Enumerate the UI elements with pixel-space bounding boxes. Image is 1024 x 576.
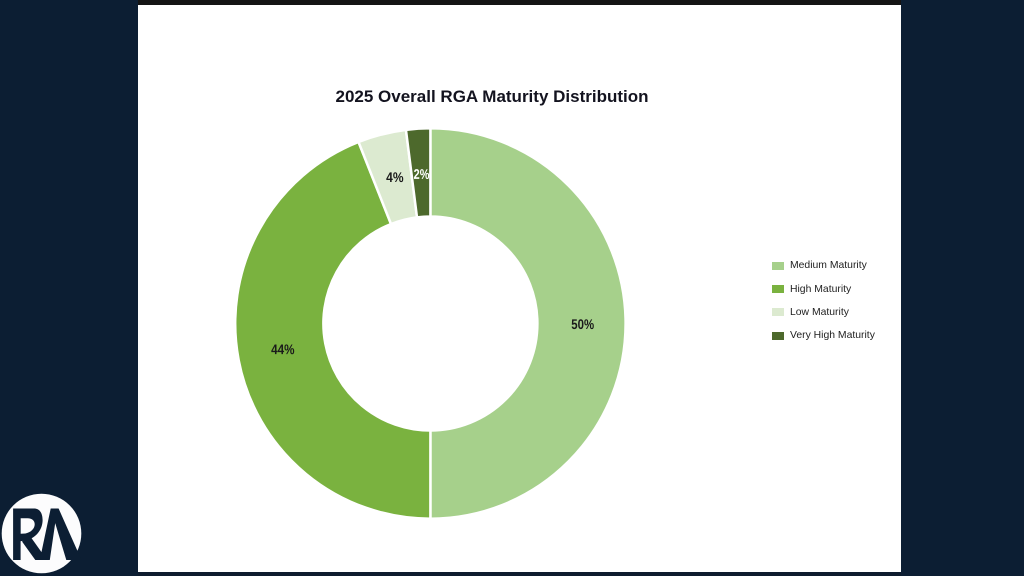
svg-text:2%: 2% [414,166,430,182]
svg-text:4%: 4% [386,169,404,185]
svg-text:44%: 44% [271,341,295,357]
svg-text:50%: 50% [571,316,594,332]
